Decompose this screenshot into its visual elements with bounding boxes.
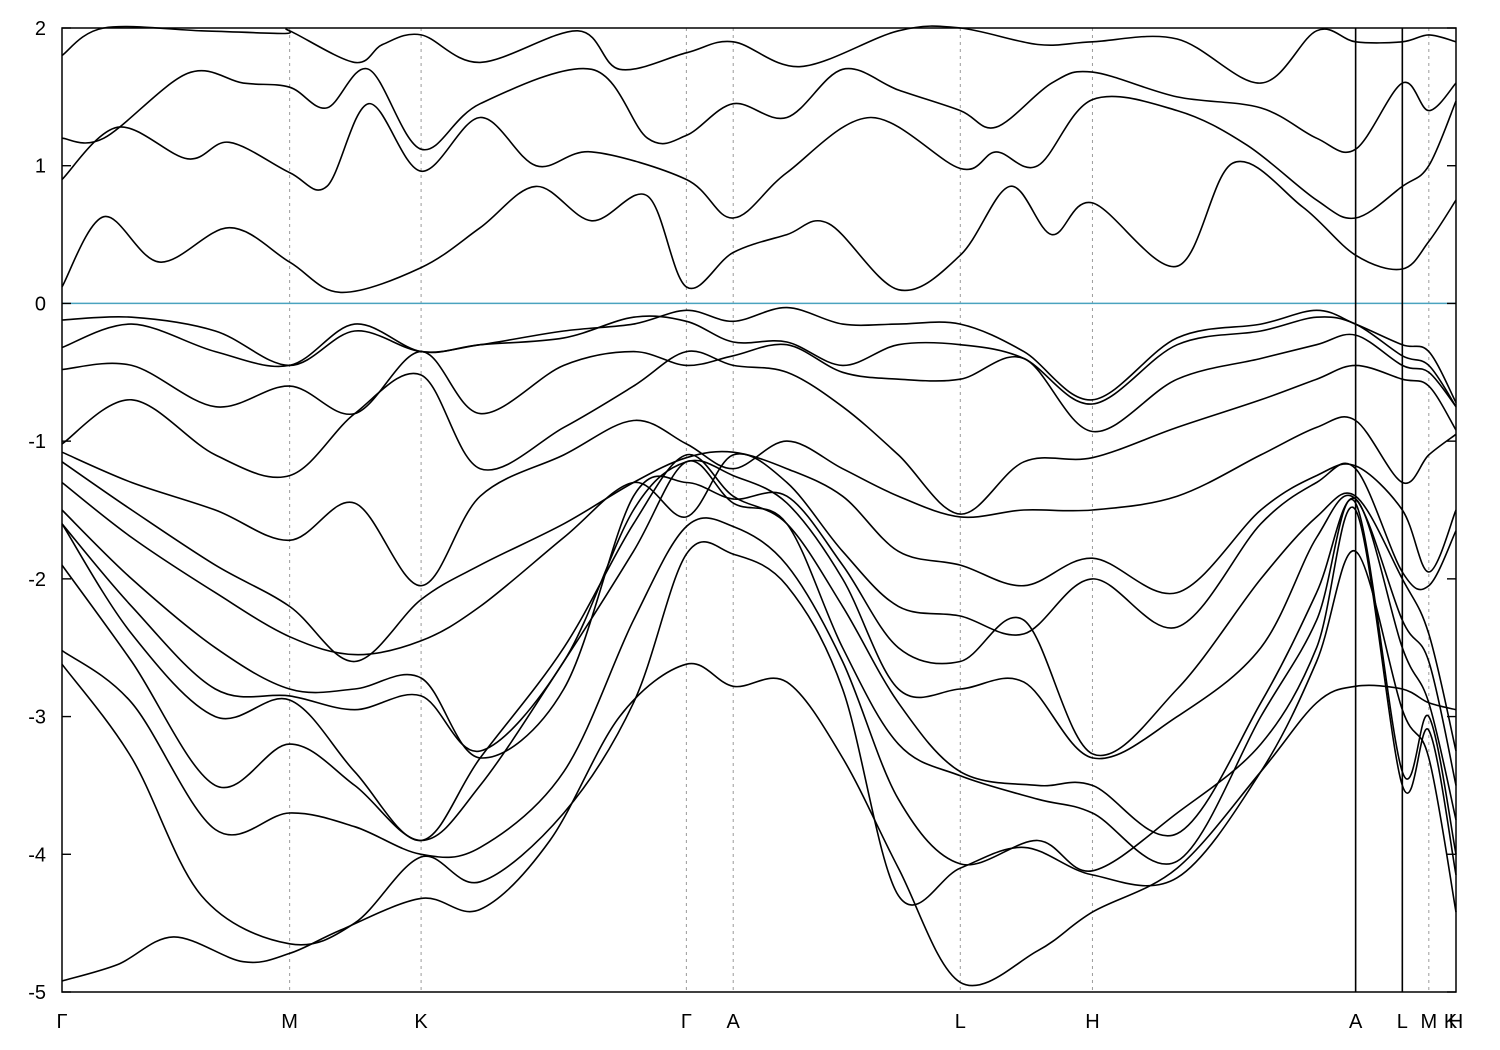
y-tick-label-6: -4: [28, 844, 46, 866]
y-tick-label-4: -2: [28, 569, 46, 591]
band-line-13: [61, 306, 1457, 403]
band-line-10: [61, 350, 1457, 515]
band-line-9: [61, 416, 1457, 587]
band-line-6: [61, 475, 1457, 759]
band-line-11: [61, 333, 1457, 433]
band-line-14: [61, 160, 1457, 294]
kpoint-label-0: Γ: [56, 1011, 67, 1033]
kpoint-label-11: H: [1449, 1011, 1463, 1033]
kpoint-label-10: K: [1444, 1011, 1458, 1033]
y-tick-label-1: 1: [35, 156, 46, 178]
band-line-8: [61, 450, 1457, 663]
kpoint-label-1: M: [281, 1011, 298, 1033]
kpoint-label-7: A: [1349, 1011, 1363, 1033]
y-tick-label-7: -5: [28, 982, 46, 1004]
band-line-12: [61, 315, 1457, 408]
band-line-1: [61, 541, 1457, 946]
band-line-0: [61, 662, 1457, 987]
plot-frame: [61, 27, 1457, 993]
band-lines: [61, 25, 1457, 987]
kpoint-label-6: H: [1085, 1011, 1099, 1033]
kpoint-label-3: Γ: [681, 1011, 692, 1033]
band-line-15: [61, 95, 1457, 220]
kpoint-gridlines: [289, 28, 1430, 992]
band-line-16: [61, 67, 1457, 154]
band-line-17: [61, 25, 1457, 84]
kpoint-label-9: M: [1420, 1011, 1437, 1033]
y-tick-label-3: -1: [28, 431, 46, 453]
kpoint-label-8: L: [1397, 1011, 1408, 1033]
kpoint-label-5: L: [955, 1011, 966, 1033]
y-tick-label-0: 2: [35, 18, 46, 40]
kpoint-label-4: A: [727, 1011, 741, 1033]
y-tick-label-2: 0: [35, 293, 46, 315]
x-axis-kpoint-labels: Γ M K Γ A L H A L M KH: [56, 1011, 1463, 1033]
y-tick-label-5: -3: [28, 707, 46, 729]
band-line-4: [61, 453, 1457, 842]
path-break-lines: [1354, 28, 1404, 992]
band-line-5: [61, 459, 1457, 786]
band-line-7: [61, 453, 1457, 656]
band-line-2: [61, 506, 1457, 876]
kpoint-label-2: K: [414, 1011, 428, 1033]
y-axis-ticks: 2 1 0 -1 -2 -3 -4 -5: [28, 18, 1456, 1004]
